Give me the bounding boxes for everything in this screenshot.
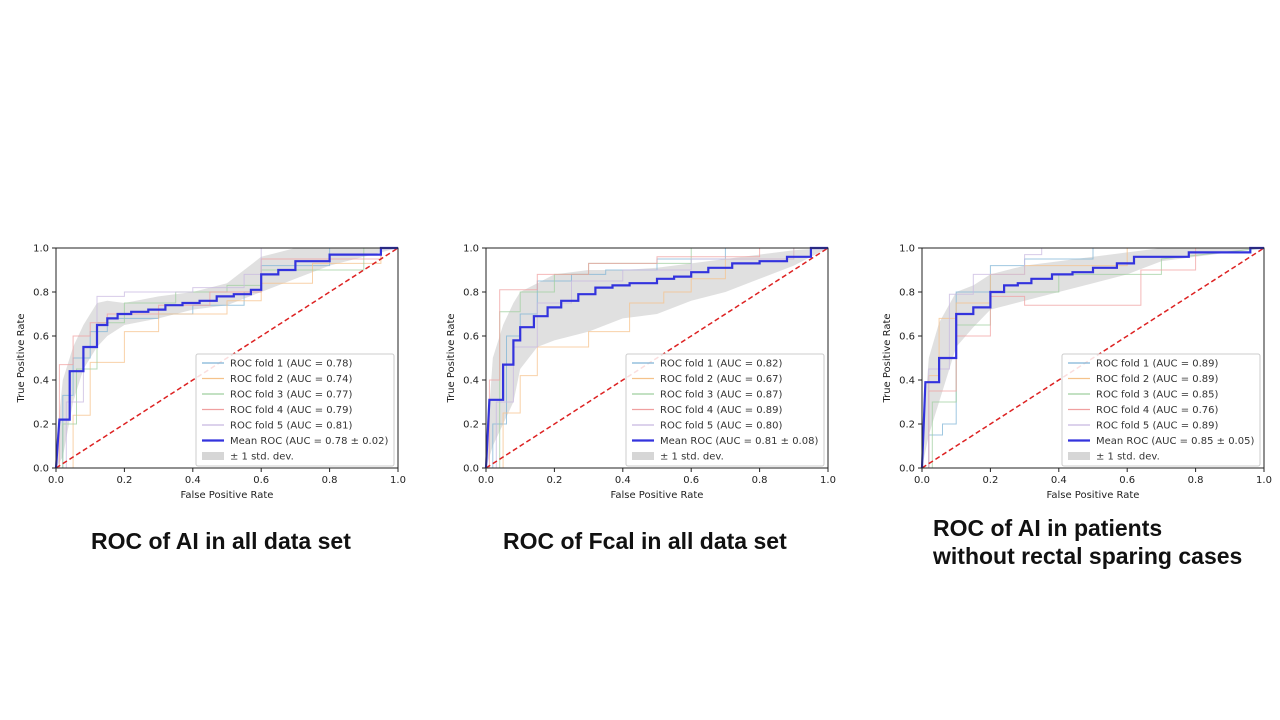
roc-chart-fcal-all: 0.00.0 0.2 0.2 0.4 0.4 0.6 0.6 0.8 0.8 1.0 1.0 Fals…: [446, 244, 836, 502]
chart-caption-fcal-all: ROC of Fcal in all data set: [503, 528, 787, 554]
y-tick-label: 0.4: [463, 376, 479, 387]
roc-chart-ai-no-rectal-sparing: 0.00.0 0.2 0.2 0.4 0.4 0.6 0.6 0.8 0.8 1.0 1.0 Fals…: [882, 244, 1272, 502]
x-tick-label: 0.6: [1119, 475, 1135, 486]
chart-caption-ai-all: ROC of AI in all data set: [91, 528, 351, 554]
legend-entry: Mean ROC (AUC = 0.81 ± 0.08): [660, 436, 818, 447]
y-axis-label: True Positive Rate: [16, 313, 27, 403]
y-tick-label: 0.6: [463, 332, 479, 343]
y-tick-label: 0.0: [33, 464, 49, 475]
y-tick-label: 0.4: [899, 376, 915, 387]
legend-entry: ROC fold 3 (AUC = 0.87): [660, 390, 783, 401]
legend-entry: ± 1 std. dev.: [660, 452, 724, 463]
y-tick-label: 0.6: [33, 332, 49, 343]
y-tick-label: 0.8: [899, 288, 915, 299]
roc-fold-4-line: [56, 247, 398, 469]
x-tick-label: 0.8: [752, 475, 768, 486]
chart-caption-ai-no-rectal-line2: without rectal sparing cases: [933, 543, 1243, 569]
legend-entry: ROC fold 5 (AUC = 0.89): [1096, 421, 1219, 432]
roc-fold-4-line: [486, 247, 828, 469]
y-tick-label: 0.6: [899, 332, 915, 343]
y-tick-label: 1.0: [899, 244, 915, 255]
y-tick-label: 0.0: [463, 464, 479, 475]
legend-entry: ROC fold 1 (AUC = 0.78): [230, 359, 353, 370]
x-tick-label: 1.0: [1256, 475, 1272, 486]
legend-entry: ROC fold 4 (AUC = 0.89): [660, 405, 783, 416]
std-dev-band: [922, 248, 1264, 468]
chart-caption-ai-no-rectal-line1: ROC of AI in patients: [933, 515, 1163, 541]
x-tick-label: 0.4: [615, 475, 631, 486]
x-tick-label: 0.8: [1188, 475, 1204, 486]
roc-fold-2-line: [922, 247, 1264, 469]
legend-entry: ROC fold 2 (AUC = 0.89): [1096, 374, 1219, 385]
y-tick-label: 1.0: [33, 244, 49, 255]
y-axis-label: True Positive Rate: [882, 313, 893, 403]
x-tick-label: 0.2: [546, 475, 562, 486]
x-tick-label: 0.0: [914, 475, 930, 486]
legend-entry: Mean ROC (AUC = 0.78 ± 0.02): [230, 436, 388, 447]
x-tick-label: 0.6: [683, 475, 699, 486]
legend-box: [625, 353, 825, 467]
roc-fold-5-line: [486, 247, 828, 469]
y-tick-label: 0.0: [899, 464, 915, 475]
y-tick-label: 0.2: [899, 420, 915, 431]
legend-box: [195, 353, 395, 467]
y-tick-label: 0.8: [33, 288, 49, 299]
x-tick-label: 0.6: [253, 475, 269, 486]
roc-panel-ai-all: 0.0 0.0 0.2 0.2 0.4 0.4 0.6 0.6 0.8 0.8 1.0 1.0 Fals…: [10, 236, 430, 506]
plot-frame: [485, 247, 829, 469]
x-tick-label: 0.8: [322, 475, 338, 486]
x-tick-label: 0.2: [116, 475, 132, 486]
x-tick-label: 0.2: [982, 475, 998, 486]
roc-panel-ai-no-rectal-sparing: 0.0 0.0 0.2 0.2 0.4 0.4 0.6 0.6 0.8 0.8 1.0 1.0 Fals…: [876, 236, 1280, 506]
plot-frame: [55, 247, 399, 469]
x-tick-label: 0.4: [1051, 475, 1067, 486]
y-tick-label: 0.2: [33, 420, 49, 431]
y-tick-label: 0.4: [33, 376, 49, 387]
legend-entry: ROC fold 2 (AUC = 0.74): [230, 374, 353, 385]
legend-box: [1061, 353, 1261, 467]
mean-roc-line: [484, 246, 828, 469]
legend-entry: ROC fold 4 (AUC = 0.79): [230, 405, 353, 416]
legend-entry: ROC fold 1 (AUC = 0.82): [660, 359, 783, 370]
y-tick-label: 1.0: [463, 244, 479, 255]
roc-fold-2-line: [56, 247, 398, 469]
legend-entry: ROC fold 2 (AUC = 0.67): [660, 374, 783, 385]
x-tick-label: 1.0: [390, 475, 406, 486]
legend-entry: Mean ROC (AUC = 0.85 ± 0.05): [1096, 436, 1254, 447]
legend-entry: ROC fold 3 (AUC = 0.85): [1096, 390, 1219, 401]
x-axis-label: False Positive Rate: [181, 490, 274, 501]
y-tick-label: 0.8: [463, 288, 479, 299]
x-tick-label: 0.4: [185, 475, 201, 486]
legend-entry: ROC fold 5 (AUC = 0.81): [230, 421, 353, 432]
legend-entry: ROC fold 4 (AUC = 0.76): [1096, 405, 1219, 416]
roc-chart-ai-all: 0.00.0 0.2 0.2 0.4 0.4 0.6 0.6 0.8 0.8 1.0 1.0 Fals…: [16, 244, 406, 502]
roc-fold-2-line: [486, 247, 828, 469]
x-tick-label: 0.0: [48, 475, 64, 486]
mean-roc-line: [54, 246, 398, 469]
y-axis-label: True Positive Rate: [446, 313, 457, 403]
plot-frame: [921, 247, 1265, 469]
roc-fold-4-line: [922, 247, 1264, 469]
legend-swatch-std: [1068, 452, 1090, 460]
x-tick-label: 0.0: [478, 475, 494, 486]
x-tick-label: 1.0: [820, 475, 836, 486]
legend-entry: ROC fold 1 (AUC = 0.89): [1096, 359, 1219, 370]
legend-swatch-std: [202, 452, 224, 460]
legend-swatch-std: [632, 452, 654, 460]
x-axis-label: False Positive Rate: [1047, 490, 1140, 501]
legend-entry: ROC fold 5 (AUC = 0.80): [660, 421, 783, 432]
mean-roc-line: [920, 246, 1264, 469]
legend-entry: ± 1 std. dev.: [1096, 452, 1160, 463]
roc-fold-5-line: [56, 247, 398, 469]
roc-fold-5-line: [922, 247, 1264, 469]
x-axis-label: False Positive Rate: [611, 490, 704, 501]
legend-entry: ROC fold 3 (AUC = 0.77): [230, 390, 353, 401]
legend-entry: ± 1 std. dev.: [230, 452, 294, 463]
roc-panel-fcal-all: 0.0 0.0 0.2 0.2 0.4 0.4 0.6 0.6 0.8 0.8 1.0 1.0 Fals…: [440, 236, 860, 506]
y-tick-label: 0.2: [463, 420, 479, 431]
